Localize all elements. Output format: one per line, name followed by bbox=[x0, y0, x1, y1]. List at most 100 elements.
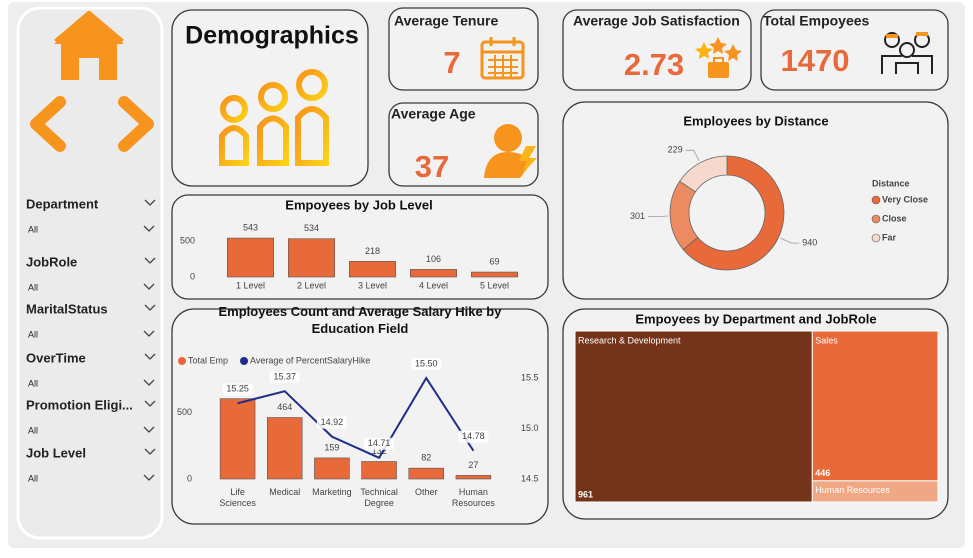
legend-swatch bbox=[871, 195, 881, 205]
dropdown-chevron[interactable] bbox=[144, 199, 156, 206]
kpi-label: Average Tenure bbox=[394, 13, 498, 29]
back-arrow[interactable] bbox=[30, 96, 66, 152]
bar bbox=[408, 467, 445, 480]
dropdown-chevron[interactable] bbox=[144, 353, 156, 360]
filter-value[interactable]: All bbox=[28, 224, 38, 234]
label-background bbox=[316, 416, 347, 429]
forward-arrow[interactable] bbox=[118, 96, 154, 152]
bar bbox=[455, 475, 492, 480]
bar bbox=[227, 237, 274, 278]
filter-label: Department bbox=[26, 196, 99, 211]
filter-value[interactable]: All bbox=[28, 282, 38, 292]
data-label: 464 bbox=[277, 402, 292, 412]
leader-line bbox=[648, 215, 669, 218]
treemap-tile bbox=[811, 480, 939, 503]
bar bbox=[288, 238, 335, 278]
data-label: 27 bbox=[468, 460, 478, 470]
bar bbox=[471, 271, 518, 278]
dropdown-chevron[interactable] bbox=[144, 448, 156, 455]
bar bbox=[410, 269, 457, 278]
dropdown-chevron[interactable] bbox=[143, 426, 155, 433]
x-tick-label: 2 Level bbox=[297, 280, 326, 290]
data-label: 106 bbox=[426, 254, 441, 264]
bar bbox=[349, 261, 396, 278]
dropdown-chevron[interactable] bbox=[143, 379, 155, 386]
line-label: 15.25 bbox=[222, 383, 253, 396]
kpi-card bbox=[562, 9, 752, 91]
dropdown-chevron[interactable] bbox=[144, 257, 156, 264]
dropdown-chevron[interactable] bbox=[143, 474, 155, 481]
line bbox=[237, 376, 475, 460]
x-tick-label: 4 Level bbox=[419, 280, 448, 290]
dropdown-chevron[interactable] bbox=[144, 304, 156, 311]
dropdown-chevron[interactable] bbox=[143, 283, 155, 290]
line-label: 14.78 bbox=[458, 430, 489, 443]
data-label: 543 bbox=[243, 222, 258, 232]
chart-title: Empoyees by Job Level bbox=[285, 197, 432, 212]
bar bbox=[219, 398, 256, 480]
data-label: 15.50 bbox=[415, 358, 438, 368]
y-tick-label: 0 bbox=[190, 271, 195, 281]
x-tick-label: 3 Level bbox=[358, 280, 387, 290]
x-tick-label-box: Human Resources bbox=[452, 487, 495, 508]
filter-value[interactable]: All bbox=[28, 378, 38, 388]
label-background bbox=[364, 437, 395, 450]
data-label: 940 bbox=[802, 237, 817, 247]
x-tick-label: 5 Level bbox=[480, 280, 509, 290]
data-label: 69 bbox=[489, 256, 499, 266]
kpi-label: Total Empoyees bbox=[763, 13, 870, 29]
y2-tick-label: 15.0 bbox=[521, 423, 539, 433]
team-icon bbox=[881, 32, 933, 74]
y2-tick-label: 15.5 bbox=[521, 372, 539, 382]
x-tick-label: Technical Degree bbox=[360, 487, 398, 508]
kpi-card bbox=[760, 9, 949, 91]
filter-label: MaritalStatus bbox=[26, 301, 108, 316]
kpi-value: 2.73 bbox=[624, 47, 684, 82]
data-label: 229 bbox=[668, 145, 683, 155]
data-label: 159 bbox=[324, 442, 339, 452]
tile-label: Sales bbox=[815, 335, 838, 345]
filter-value[interactable]: All bbox=[28, 473, 38, 483]
x-tick-label-box: Medical bbox=[269, 487, 300, 497]
x-tick-label-box: Technical Degree bbox=[360, 487, 398, 508]
bar bbox=[266, 417, 303, 480]
tile-value: 446 bbox=[815, 468, 830, 478]
label-background bbox=[411, 358, 442, 371]
legend-label: Close bbox=[882, 213, 907, 223]
person-icon bbox=[484, 124, 537, 178]
data-label: 14.71 bbox=[368, 438, 391, 448]
dropdown-chevron[interactable] bbox=[143, 225, 155, 232]
chart-title: Employees Count and Average Salary Hike … bbox=[218, 304, 502, 336]
filter-label: JobRole bbox=[26, 254, 77, 269]
kpi-label: Average Age bbox=[391, 106, 476, 122]
x-tick-label-box: Other bbox=[415, 487, 438, 497]
chart-title-box: Employees Count and Average Salary Hike … bbox=[218, 304, 502, 336]
x-tick-label: Marketing bbox=[312, 487, 352, 497]
calendar-icon bbox=[480, 37, 525, 80]
label-background bbox=[222, 383, 253, 396]
treemap-tile bbox=[574, 330, 813, 503]
donut-slice bbox=[679, 155, 728, 193]
filter-label: Promotion Eligi... bbox=[26, 397, 133, 412]
bar bbox=[314, 457, 350, 480]
home-icon[interactable] bbox=[54, 11, 124, 80]
dropdown-chevron[interactable] bbox=[144, 400, 156, 407]
filter-label: Job Level bbox=[26, 445, 86, 460]
chart-title: Employees by Distance bbox=[683, 113, 828, 128]
tile-label: Human Resources bbox=[815, 485, 890, 495]
legend-label: Average of PercentSalaryHike bbox=[250, 355, 370, 365]
chart-card bbox=[562, 101, 949, 300]
data-label: 14.78 bbox=[462, 431, 485, 441]
filter-value[interactable]: All bbox=[28, 329, 38, 339]
legend-swatch bbox=[871, 233, 881, 243]
x-tick-label-box: Life Sciences bbox=[219, 487, 256, 508]
dropdown-chevron[interactable] bbox=[143, 330, 155, 337]
filter-value[interactable]: All bbox=[28, 425, 38, 435]
data-label: 15.25 bbox=[226, 384, 249, 394]
legend-title: Distance bbox=[872, 178, 910, 188]
data-label: 534 bbox=[304, 223, 319, 233]
kpi-value: 37 bbox=[415, 149, 449, 184]
kpi-value: 1470 bbox=[781, 43, 850, 78]
tile-value: 961 bbox=[578, 489, 593, 499]
line-label: 14.92 bbox=[316, 416, 347, 429]
